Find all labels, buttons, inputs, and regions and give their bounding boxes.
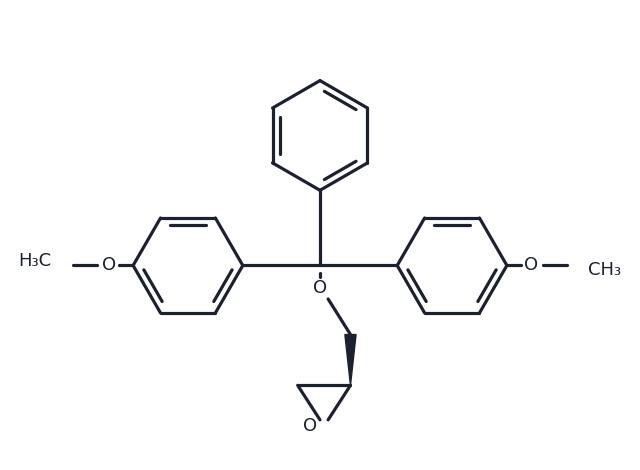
Text: O: O [524, 257, 538, 274]
Text: O: O [303, 417, 317, 435]
Polygon shape [345, 335, 356, 385]
Text: H₃C: H₃C [19, 252, 52, 270]
Text: O: O [102, 257, 116, 274]
Text: O: O [313, 279, 327, 297]
Text: CH₃: CH₃ [588, 260, 621, 279]
